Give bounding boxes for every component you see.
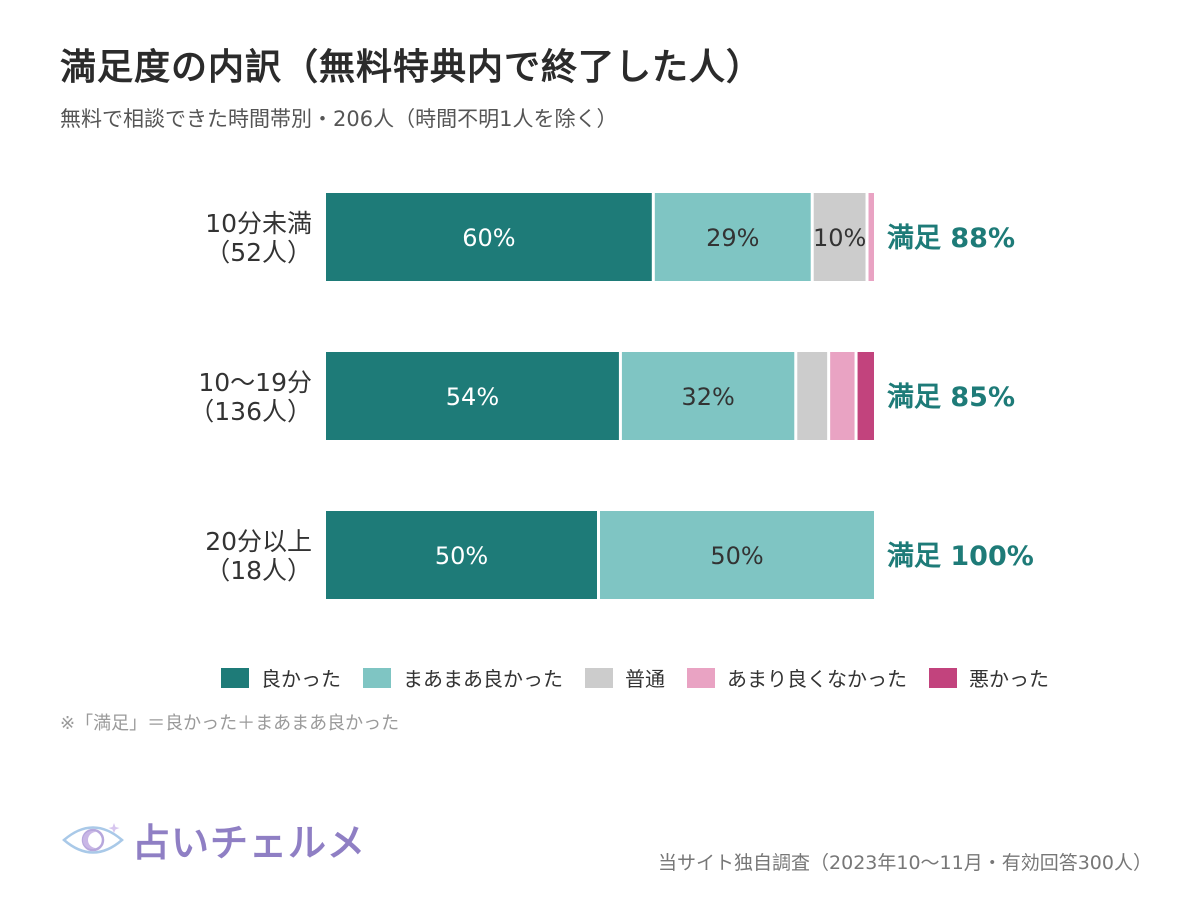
bar-segment	[830, 352, 855, 440]
satisfaction-label: 満足 100%	[887, 541, 1034, 572]
data-label: 29%	[706, 224, 759, 252]
bar-segment	[326, 511, 597, 599]
logo-text: 占いチェルメ	[132, 820, 367, 865]
eye-moon-icon	[62, 822, 124, 854]
category-count-label: （136人）	[189, 397, 312, 426]
legend-label: 悪かった	[969, 667, 1049, 691]
bar-segment	[654, 193, 811, 281]
bar-segment	[326, 193, 652, 281]
bar-segment	[813, 193, 866, 281]
category-label: 10分未満	[205, 209, 312, 238]
legend-item: 普通	[585, 663, 665, 692]
legend-item: まあまあ良かった	[363, 663, 563, 692]
brand-logo: 占いチェルメ	[60, 812, 366, 867]
legend-label: あまり良くなかった	[727, 667, 907, 691]
legend-label: 良かった	[261, 667, 341, 691]
satisfaction-label: 満足 88%	[887, 223, 1015, 254]
legend-item: 良かった	[221, 663, 341, 692]
legend-item: あまり良くなかった	[687, 663, 907, 692]
category-label: 20分以上	[205, 527, 312, 556]
legend-label: 普通	[625, 667, 665, 691]
legend-swatch	[363, 667, 391, 688]
footnote: ※「満足」＝良かった＋まあまあ良かった	[60, 713, 400, 734]
category-count-label: （18人）	[205, 556, 312, 585]
bar-segment	[326, 352, 619, 440]
bar-segment	[600, 511, 874, 599]
bar-segment	[868, 193, 874, 281]
legend: 良かった まあまあ良かった 普通 あまり良くなかった 悪かった	[0, 663, 1200, 692]
stacked-bar-chart: 10分未満（52人） 60% 29% 10% 満足 88% 10〜19分（136人） 54%…	[189, 193, 1034, 599]
data-label: 32%	[681, 383, 734, 411]
legend-swatch	[585, 667, 613, 688]
chart-subtitle: 無料で相談できた時間帯別・206人（時間不明1人を除く）	[60, 107, 618, 131]
legend-label: まあまあ良かった	[403, 667, 563, 691]
category-label: 10〜19分	[198, 368, 312, 397]
data-label: 10%	[813, 224, 866, 252]
source-note: 当サイト独自調査（2023年10〜11月・有効回答300人）	[658, 852, 1152, 874]
data-label: 54%	[446, 383, 499, 411]
bar-segment	[857, 352, 874, 440]
data-label: 60%	[462, 224, 515, 252]
data-label: 50%	[435, 542, 488, 570]
legend-swatch	[221, 667, 249, 688]
bar-segment	[797, 352, 828, 440]
bar-segment	[621, 352, 795, 440]
data-label: 50%	[710, 542, 763, 570]
legend-swatch	[687, 667, 715, 688]
category-count-label: （52人）	[205, 238, 312, 267]
satisfaction-label: 満足 85%	[887, 382, 1015, 413]
chart-title: 満足度の内訳（無料特典内で終了した人）	[60, 47, 764, 88]
legend-item: 悪かった	[929, 663, 1049, 692]
legend-swatch	[929, 667, 957, 688]
